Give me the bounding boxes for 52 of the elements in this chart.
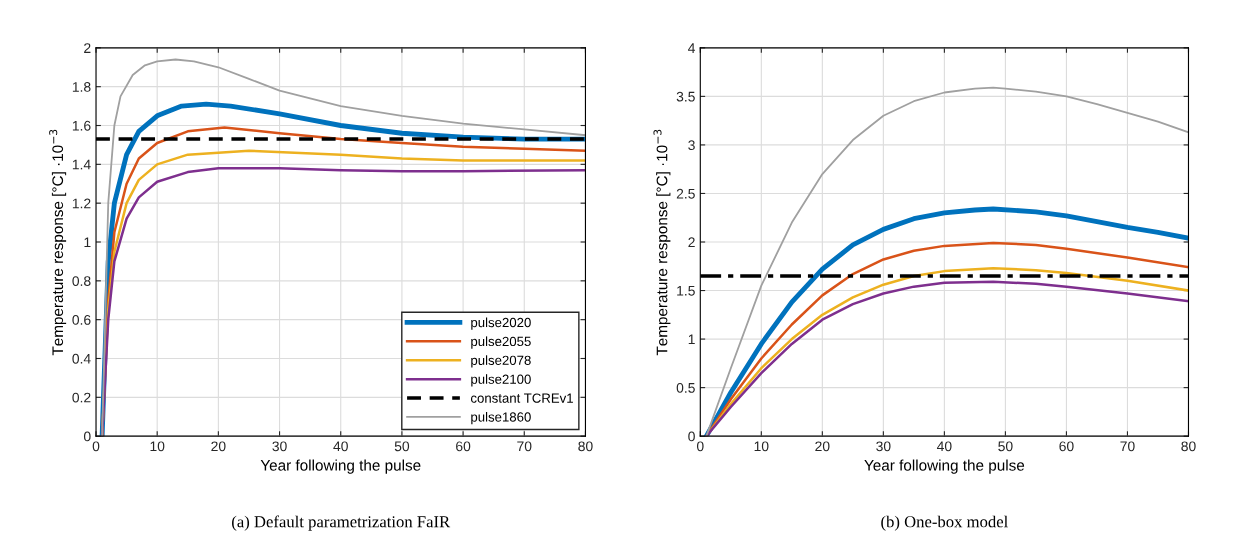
x-tick-label: 40 xyxy=(936,441,952,452)
y-tick-label: 2.5 xyxy=(676,188,695,199)
legend-label: pulse1860 xyxy=(471,411,531,425)
y-tick-label: 0.4 xyxy=(72,353,91,364)
x-tick-label: 60 xyxy=(1059,441,1074,452)
y-tick-label: 1.5 xyxy=(677,286,695,296)
x-tick-label: 30 xyxy=(876,441,891,452)
x-tick-label: 20 xyxy=(815,441,830,452)
legend-label: pulse2100 xyxy=(471,374,531,387)
y-tick-label: 4 xyxy=(688,43,696,53)
y-tick-label: 1.2 xyxy=(72,198,91,209)
x-tick-label: 80 xyxy=(1181,441,1196,452)
y-tick-label: 0.2 xyxy=(72,392,91,403)
y-tick-label: 1.6 xyxy=(72,120,91,131)
y-tick-label: 3.5 xyxy=(676,91,695,102)
x-axis-title: Year following the pulse xyxy=(260,459,421,474)
x-tick-label: 10 xyxy=(150,441,165,452)
y-tick-label: 0 xyxy=(688,431,695,442)
line-series xyxy=(703,206,1189,437)
x-tick-label: 60 xyxy=(456,441,471,452)
x-tick-label: 50 xyxy=(394,441,410,452)
x-tick-label: 30 xyxy=(272,441,287,452)
y-tick-label: 2 xyxy=(84,43,91,53)
text: (b) One-box model xyxy=(881,515,1008,531)
x-tick-label: 0 xyxy=(696,441,704,452)
x-tick-label: 70 xyxy=(517,441,532,452)
y-tick-label: 0.6 xyxy=(72,314,91,325)
y-tick-label: 1.4 xyxy=(72,159,91,170)
y-tick-label: 1 xyxy=(688,334,695,345)
legend-label: constant TCREv1 xyxy=(470,393,573,403)
x-tick-label: 80 xyxy=(578,441,593,452)
x-tick-label: 50 xyxy=(998,441,1013,452)
y-tick-label: 2 xyxy=(688,237,695,248)
y-axis-title: Temperature response [°C] ·10$^{−3}$ xyxy=(49,129,67,356)
y-tick-label: 1 xyxy=(84,237,91,248)
legend-label: pulse2078 xyxy=(471,355,531,368)
x-tick-label: 0 xyxy=(92,441,100,452)
x-tick-label: 10 xyxy=(754,441,769,452)
legend-label: pulse2020 xyxy=(471,317,531,330)
legend-label: pulse2055 xyxy=(471,336,531,349)
x-axis-title: Year following the pulse xyxy=(864,459,1025,474)
text: (a) Default parametrization FaIR xyxy=(232,515,451,531)
y-axis-title: Temperature response [°C] ·10$^{−3}$ xyxy=(653,129,671,356)
y-tick-label: 1.8 xyxy=(72,82,91,92)
x-tick-label: 40 xyxy=(333,441,348,452)
y-tick-label: 0 xyxy=(83,431,91,442)
x-tick-label: 70 xyxy=(1120,441,1135,452)
x-tick-label: 20 xyxy=(211,441,226,452)
line-series xyxy=(705,86,1189,437)
y-tick-label: 3 xyxy=(688,140,695,151)
y-tick-label: 0.5 xyxy=(676,382,695,393)
y-tick-label: 0.8 xyxy=(72,276,91,286)
